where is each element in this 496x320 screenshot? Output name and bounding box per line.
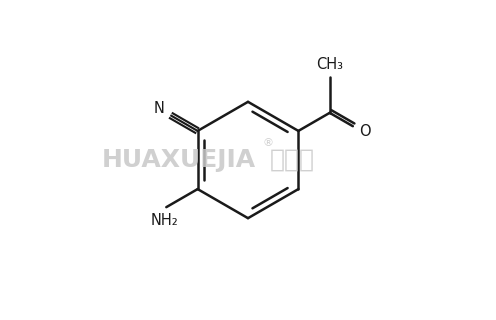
Text: ®: ®	[263, 138, 274, 148]
Text: CH₃: CH₃	[316, 57, 343, 72]
Text: 化学加: 化学加	[269, 148, 314, 172]
Text: N: N	[154, 101, 165, 116]
Text: O: O	[359, 124, 371, 139]
Text: HUAXUEJIA: HUAXUEJIA	[102, 148, 256, 172]
Text: NH₂: NH₂	[151, 213, 179, 228]
